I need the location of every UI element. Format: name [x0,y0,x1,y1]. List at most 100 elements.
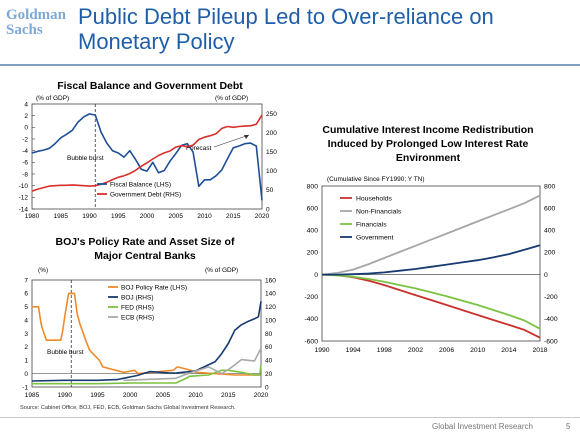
chart1-ytick: -4 [22,148,28,155]
source-note: Source: Cabinet Office, BOJ, FED, ECB, G… [20,405,236,411]
chart1-xtick: 1995 [111,213,126,220]
chart1-xtick: 2000 [140,213,155,220]
chart3-ytick: 600 [307,205,319,212]
chart1-y2tick: 250 [266,111,277,118]
chart2-ytick: -1 [22,384,28,391]
chart1-y2tick: 200 [266,130,277,137]
chart2-y2tick: 120 [265,304,276,311]
chart2-title-line1: BOJ's Policy Rate and Asset Size of [56,236,235,248]
chart3-ytick: 800 [307,183,319,190]
chart1-left-axis-label: (% of GDP) [36,95,69,102]
chart2-right-axis-label: (% of GDP) [205,267,238,274]
chart3-legend-government: Government [356,235,394,242]
chart1-ytick: -8 [22,171,28,178]
chart3-ytick: 0 [314,272,318,279]
chart3-axis-label: (Cumulative Since FY1990; Y TN) [327,176,425,183]
chart3-title-line3: Environment [396,152,461,164]
chart3-y-right-ticks: 800 600 400 200 0 -200 -400 -600 [544,183,558,345]
chart2-series-boj-rhs [31,301,262,382]
chart1-series-fiscal-balance-lhs [31,113,263,201]
chart2-y2tick: 40 [265,358,273,365]
chart2-ytick: 2 [24,344,28,351]
chart2-xtick: 2015 [221,392,236,399]
chart2-y-right-ticks: 160 140 120 100 80 60 40 20 0 [265,277,276,391]
chart-fiscal-debt: Fiscal Balance and Government Debt (% of… [19,80,278,220]
chart2-ytick: 0 [24,371,28,378]
chart3-title-line1: Cumulative Interest Income Redistributio… [322,124,533,136]
chart3-y-left-ticks: 800 600 400 200 0 -200 -400 -600 [304,183,318,345]
chart3-title-line2: Induced by Prolonged Low Interest Rate [328,138,529,150]
chart1-ytick: -2 [22,136,28,143]
chart3-series-government [322,244,541,276]
chart1-bubble-label: Bubble burst [67,155,104,162]
chart1-ytick: 2 [24,113,28,120]
chart3-legend-nonfinancials: Non-Financials [356,209,402,216]
chart3-xtick: 1998 [377,347,392,354]
chart2-y2tick: 100 [265,317,276,324]
chart3-x-ticks: 1990 1994 1998 2002 2006 2010 2014 2018 [314,347,547,354]
chart1-xtick: 1980 [25,213,40,220]
chart1-forecast-arrowhead [244,135,249,139]
chart2-title-line2: Major Central Banks [94,250,196,262]
chart2-y2tick: 60 [265,344,273,351]
chart3-xtick: 2018 [532,347,547,354]
footer-division: Global Investment Research [432,422,533,431]
chart3-y2tick: 600 [544,205,556,212]
chart2-xtick: 1990 [57,392,72,399]
chart3-y2tick: -200 [544,294,558,301]
chart2-ytick: 3 [24,331,28,338]
chart3-xtick: 2006 [439,347,454,354]
chart1-ytick: 4 [24,101,28,108]
chart1-y2tick: 0 [266,206,270,213]
chart2-left-axis-label: (%) [38,267,48,274]
chart3-xtick: 2010 [470,347,485,354]
chart1-legend-fiscal: Fiscal Balance (LHS) [110,182,171,189]
chart3-xtick: 2002 [408,347,423,354]
chart3-plot-frame [321,185,541,342]
chart2-y2tick: 140 [265,291,276,298]
chart2-xtick: 2010 [188,392,203,399]
chart1-x-ticks: 1980 1985 1990 1995 2000 2005 2010 2015 2020 [25,213,270,220]
company-logo: Goldman Sachs [6,7,67,38]
chart3-xtick: 1994 [346,347,361,354]
chart1-right-axis-label: (% of GDP) [215,95,248,102]
chart2-y2tick: 80 [265,331,273,338]
chart3-series-households [321,273,541,339]
chart3-ytick: -200 [304,294,318,301]
chart1-xtick: 2005 [169,213,184,220]
chart1-xtick: 1990 [82,213,97,220]
chart1-ytick: -12 [19,195,29,202]
chart1-ytick: -14 [19,206,29,213]
chart1-xtick: 2020 [255,213,270,220]
title-divider [0,64,580,66]
chart2-ytick: 7 [24,277,28,284]
chart2-y2tick: 0 [265,384,269,391]
chart3-xtick: 1990 [314,347,329,354]
chart2-x-ticks: 1985 1990 1995 2000 2005 2010 2015 2020 [25,392,269,399]
chart1-y-left-ticks: 4 2 0 -2 -4 -6 -8 -10 -12 -14 [19,101,35,213]
chart3-ytick: 200 [307,250,319,257]
chart1-y2tick: 100 [266,168,277,175]
chart3-y2tick: 800 [544,183,556,190]
chart3-y2tick: 400 [544,228,556,235]
chart3-legend-financials: Financials [356,222,387,229]
chart1-ytick: 0 [24,125,28,132]
chart2-legend-policy: BOJ Policy Rate (LHS) [121,285,187,292]
chart3-series [321,194,541,339]
chart3-y2tick: -400 [544,316,558,323]
chart2-plot-frame [31,279,262,388]
chart3-legend-households: Households [356,196,392,203]
chart2-xtick: 1985 [25,392,40,399]
chart2-series [31,292,262,385]
chart1-xtick: 2015 [226,213,241,220]
chart1-xtick: 1985 [54,213,69,220]
chart-interest-redistribution: Cumulative Interest Income Redistributio… [304,124,557,354]
footer-divider [0,417,580,418]
chart2-series-boj-policy-rate-lhs [32,292,261,376]
chart1-legend-debt: Government Debt (RHS) [110,192,181,199]
chart2-series-ecb-rhs [123,347,262,382]
chart3-series-non-financials [321,194,541,276]
chart2-y2tick: 160 [265,277,276,284]
chart-boj-policy: BOJ's Policy Rate and Asset Size of Majo… [22,236,276,399]
